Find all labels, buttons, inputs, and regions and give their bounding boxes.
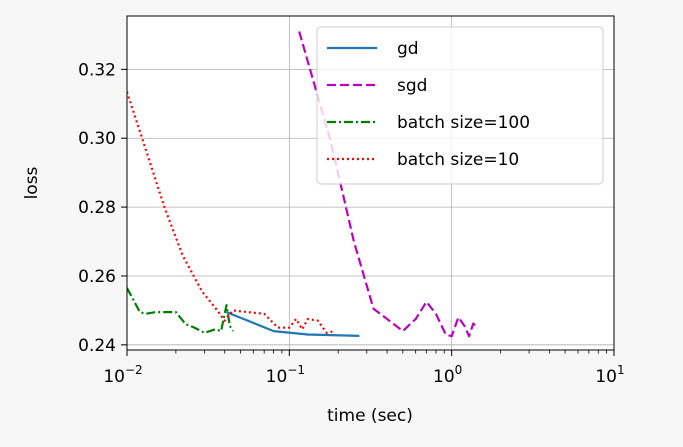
x-tick-label: 10−2 — [103, 363, 142, 387]
x-tick-label: 100 — [433, 363, 462, 387]
x-axis-label: time (sec) — [327, 406, 413, 426]
y-tick-label: 0.26 — [78, 267, 116, 287]
series-line-2 — [127, 287, 234, 334]
legend-label: batch size=100 — [397, 113, 530, 133]
series-group — [127, 31, 479, 338]
y-tick-label: 0.30 — [78, 129, 116, 149]
legend: gd sgd batch size=100 batch size=10 — [316, 26, 604, 185]
series-line-1 — [298, 31, 479, 338]
x-tick-label: 101 — [595, 363, 624, 387]
y-axis-ticks: 0.24 0.26 0.28 0.30 0.32 — [78, 60, 127, 356]
x-axis-ticks: 10−2 10−1 100 101 — [103, 350, 625, 387]
y-axis-label: loss — [22, 166, 42, 199]
legend-label: sgd — [397, 76, 427, 96]
y-tick-label: 0.32 — [78, 60, 116, 80]
y-tick-label: 0.24 — [78, 336, 116, 356]
series-line-0 — [226, 311, 360, 337]
x-tick-label: 10−1 — [266, 363, 305, 387]
plot-frame — [126, 15, 615, 351]
series-line-3 — [127, 91, 335, 334]
y-tick-label: 0.28 — [78, 198, 116, 218]
legend-label: batch size=10 — [397, 150, 519, 170]
legend-box — [316, 26, 604, 185]
legend-label: gd — [397, 39, 419, 59]
